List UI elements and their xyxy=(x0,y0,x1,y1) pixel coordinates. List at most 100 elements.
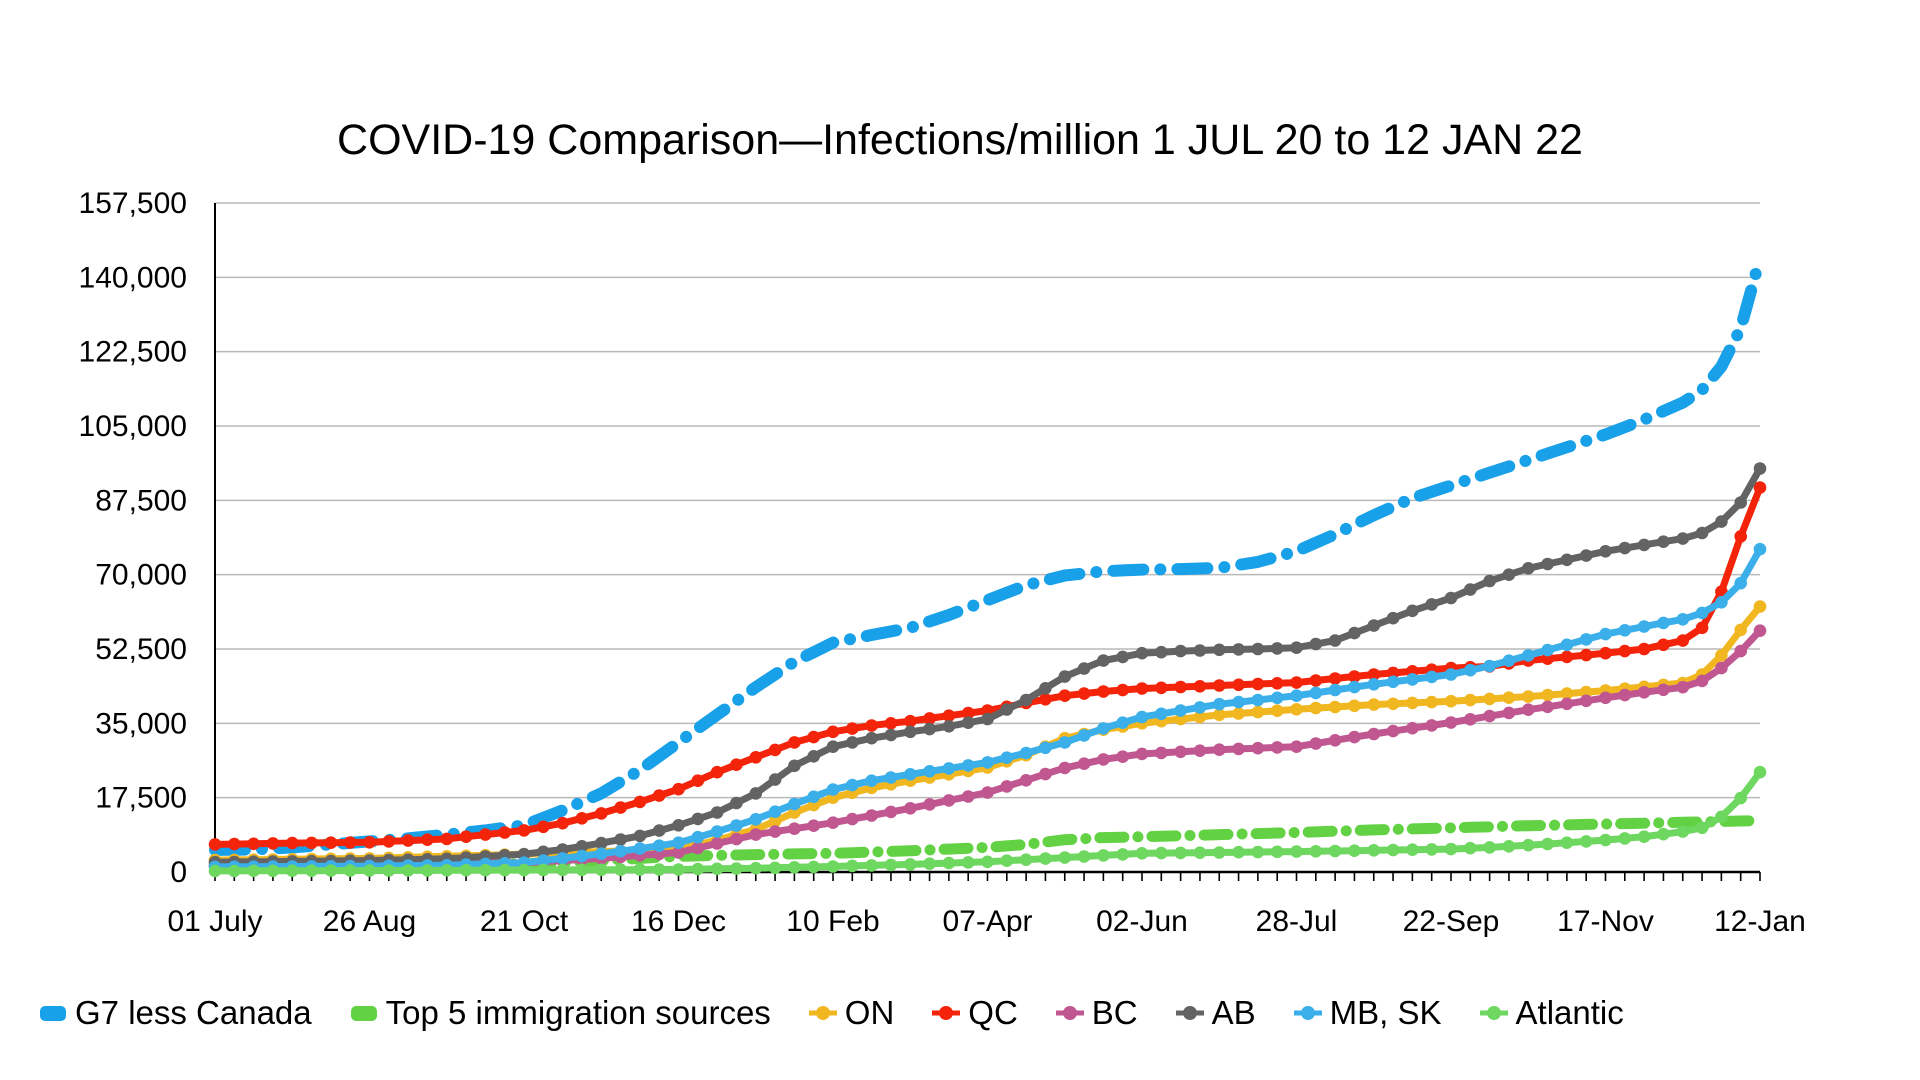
data-point-qc xyxy=(1676,634,1690,647)
data-point-mbsk xyxy=(1522,649,1535,662)
data-point-qc xyxy=(904,714,917,728)
data-point-bc xyxy=(1039,767,1052,781)
data-point-qc xyxy=(1213,679,1226,692)
data-point-ab xyxy=(1386,611,1400,625)
data-point-mbsk xyxy=(942,762,956,775)
data-point-ab xyxy=(730,796,743,810)
data-point-mbsk xyxy=(1155,707,1168,721)
data-point-ab xyxy=(614,833,627,846)
data-point-mbsk xyxy=(1213,697,1226,711)
data-point-bc xyxy=(1097,753,1110,766)
legend-item-top5: Top 5 immigration sources xyxy=(349,994,771,1032)
data-point-mbsk xyxy=(1502,654,1516,667)
data-point-bc xyxy=(1232,742,1245,756)
x-axis-tick-label: 28-Jul xyxy=(1256,905,1338,938)
data-point-ab xyxy=(672,819,685,832)
data-point-atlantic xyxy=(1135,847,1149,860)
data-point-bc xyxy=(768,825,782,838)
legend-item-g7: G7 less Canada xyxy=(38,994,312,1032)
data-point-ab xyxy=(1309,637,1323,651)
data-point-atlantic xyxy=(517,863,531,877)
data-point-ab xyxy=(1077,662,1091,675)
data-point-bc xyxy=(1251,741,1265,755)
data-point-on xyxy=(1348,699,1361,713)
data-point-qc xyxy=(1251,677,1265,691)
data-point-bc xyxy=(788,822,801,835)
data-point-mbsk xyxy=(1097,722,1110,735)
data-point-qc xyxy=(479,828,492,841)
data-point-atlantic xyxy=(826,860,840,873)
data-point-bc xyxy=(904,802,917,815)
data-point-bc xyxy=(1367,727,1381,741)
data-point-ab xyxy=(1541,557,1554,571)
data-point-atlantic xyxy=(865,859,878,872)
data-point-atlantic xyxy=(1367,844,1381,857)
data-point-ab xyxy=(1425,598,1438,611)
data-point-atlantic xyxy=(595,863,608,877)
data-point-atlantic xyxy=(1425,843,1438,856)
data-point-atlantic xyxy=(884,858,898,872)
y-axis-tick-label: 157,500 xyxy=(79,187,187,220)
data-point-qc xyxy=(1386,666,1400,680)
data-point-mbsk xyxy=(904,768,917,781)
data-point-bc xyxy=(1328,734,1342,747)
data-point-mbsk xyxy=(768,805,782,818)
series-markers-atlantic xyxy=(208,765,1767,878)
data-point-atlantic xyxy=(1019,853,1033,866)
data-point-qc xyxy=(865,719,878,732)
data-point-mbsk xyxy=(788,797,801,811)
data-point-bc xyxy=(807,819,820,832)
data-point-atlantic xyxy=(1541,837,1554,851)
data-point-atlantic xyxy=(421,864,434,877)
data-point-qc xyxy=(1116,683,1129,697)
data-point-qc xyxy=(266,837,280,850)
data-point-qc xyxy=(1579,648,1593,662)
data-point-mbsk xyxy=(556,852,569,865)
data-point-ab xyxy=(1715,515,1728,528)
data-point-qc xyxy=(1753,481,1767,494)
data-point-bc xyxy=(1213,743,1226,756)
data-point-atlantic xyxy=(981,855,994,869)
data-point-atlantic xyxy=(556,863,569,877)
data-point-atlantic xyxy=(1000,854,1014,867)
data-point-ab xyxy=(1213,643,1226,657)
data-point-atlantic xyxy=(228,864,241,878)
data-point-atlantic xyxy=(1676,825,1690,838)
data-point-mbsk xyxy=(633,842,647,855)
data-point-ab xyxy=(1579,549,1593,562)
data-point-qc xyxy=(730,758,743,771)
y-axis-tick-label: 140,000 xyxy=(79,261,187,294)
data-point-atlantic xyxy=(1251,845,1265,859)
data-point-mbsk xyxy=(1116,716,1129,729)
data-point-atlantic xyxy=(479,863,492,877)
data-point-on xyxy=(1232,707,1245,720)
data-point-bc xyxy=(1541,700,1554,714)
data-point-on xyxy=(1502,691,1516,704)
data-point-qc xyxy=(1657,638,1670,652)
data-point-bc xyxy=(1270,741,1284,754)
data-point-qc xyxy=(1232,678,1245,692)
data-point-qc xyxy=(749,751,763,764)
data-point-ab xyxy=(1039,682,1052,695)
data-point-on xyxy=(1464,693,1477,707)
data-point-qc xyxy=(556,816,569,830)
data-point-bc xyxy=(1290,740,1303,753)
data-point-on xyxy=(1541,688,1554,702)
data-point-atlantic xyxy=(401,864,415,877)
data-point-atlantic xyxy=(1657,827,1670,841)
data-point-atlantic xyxy=(1386,843,1400,857)
data-point-ab xyxy=(1290,641,1303,654)
data-point-mbsk xyxy=(614,844,627,858)
data-point-mbsk xyxy=(595,847,608,860)
data-point-bc xyxy=(1715,661,1728,675)
data-point-ab xyxy=(1444,591,1458,605)
data-point-atlantic xyxy=(1232,845,1245,859)
data-point-atlantic xyxy=(1270,845,1284,859)
data-point-on xyxy=(1483,692,1496,706)
data-point-atlantic xyxy=(1039,852,1052,865)
data-point-atlantic xyxy=(266,864,280,878)
data-point-mbsk xyxy=(1599,627,1612,641)
data-point-ab xyxy=(826,740,840,753)
y-axis-tick-label: 35,000 xyxy=(95,707,187,740)
